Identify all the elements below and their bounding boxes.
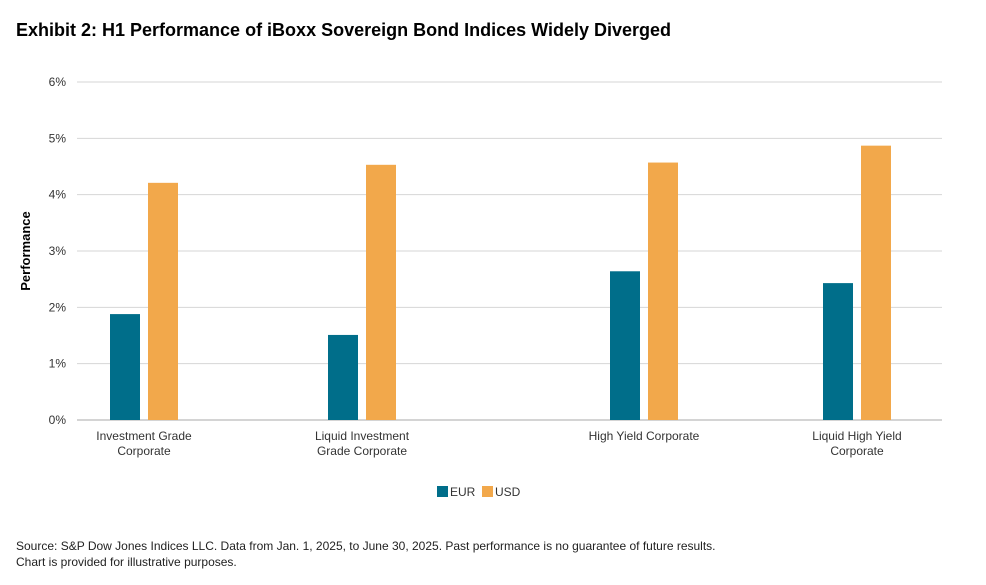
bar-eur [610, 271, 640, 420]
y-tick-label: 0% [49, 413, 67, 427]
footer: Source: S&P Dow Jones Indices LLC. Data … [16, 538, 716, 570]
legend-swatch-usd [482, 486, 493, 497]
chart-title: Exhibit 2: H1 Performance of iBoxx Sover… [16, 20, 671, 40]
source-note: Source: S&P Dow Jones Indices LLC. Data … [16, 539, 716, 553]
bar-usd [648, 162, 678, 420]
y-tick-label: 6% [49, 75, 67, 89]
bar-eur [823, 283, 853, 420]
legend-label-usd: USD [495, 485, 521, 499]
bar-eur [110, 314, 140, 420]
y-tick-label: 1% [49, 357, 67, 371]
bar-chart: 0% 1% 2% 3% 4% 5% 6% Performance Investment Grad… [18, 75, 942, 499]
x-tick-label: Liquid High Yield [812, 429, 901, 443]
y-axis-label: Performance [18, 211, 33, 290]
x-tick-label: Investment Grade [96, 429, 192, 443]
x-tick-label: Corporate [117, 444, 171, 458]
x-tick-label: Grade Corporate [317, 444, 407, 458]
y-tick-label: 2% [49, 300, 67, 314]
disclaimer-note: Chart is provided for illustrative purpo… [16, 555, 237, 569]
y-tick-label: 5% [49, 131, 67, 145]
legend-label-eur: EUR [450, 485, 476, 499]
y-tick-label: 4% [49, 188, 67, 202]
bar-usd [148, 182, 178, 420]
y-tick-label: 3% [49, 244, 67, 258]
legend-swatch-eur [437, 486, 448, 497]
bar-eur [328, 334, 358, 420]
x-tick-label: High Yield Corporate [589, 429, 700, 443]
bar-usd [861, 145, 891, 420]
x-tick-label: Corporate [830, 444, 884, 458]
bar-usd [366, 164, 396, 420]
x-tick-label: Liquid Investment [315, 429, 410, 443]
